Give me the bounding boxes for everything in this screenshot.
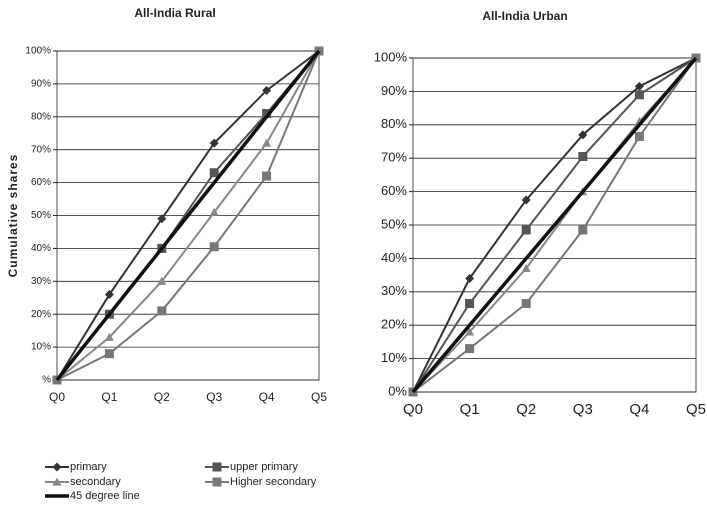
marker bbox=[578, 225, 588, 235]
y-tick-label: 30% bbox=[31, 276, 51, 287]
marker bbox=[521, 298, 531, 308]
x-tick-label: Q1 bbox=[101, 390, 117, 404]
legend-label: primary bbox=[70, 461, 107, 473]
y-tick-label: 50% bbox=[31, 210, 51, 221]
plot-border bbox=[56, 50, 320, 381]
x-tick-label: Q2 bbox=[154, 390, 170, 404]
marker bbox=[262, 138, 272, 147]
series-line bbox=[412, 57, 697, 393]
y-tick-label: % bbox=[42, 375, 51, 386]
x-tick-label: Q4 bbox=[259, 390, 275, 404]
y-axis-label: Cumulative shares bbox=[6, 154, 20, 278]
marker bbox=[521, 263, 531, 273]
y-tick-label: 60% bbox=[381, 183, 407, 198]
marker bbox=[578, 152, 588, 162]
chart-title: All-India Urban bbox=[482, 9, 567, 23]
marker bbox=[465, 327, 475, 336]
y-tick-label: 10% bbox=[381, 350, 407, 365]
x-tick-label: Q3 bbox=[206, 390, 222, 404]
legend-marker bbox=[212, 462, 222, 472]
x-tick-label: Q3 bbox=[573, 401, 593, 418]
marker bbox=[209, 207, 219, 216]
marker bbox=[634, 81, 644, 91]
marker bbox=[104, 349, 114, 359]
series-line bbox=[412, 57, 697, 393]
y-tick-label: 100% bbox=[374, 49, 408, 64]
y-tick-label: 50% bbox=[381, 216, 407, 231]
marker bbox=[209, 138, 219, 148]
x-tick-label: Q1 bbox=[460, 401, 480, 418]
y-tick-label: 90% bbox=[381, 83, 407, 98]
series-line bbox=[412, 57, 697, 393]
y-tick-label: 60% bbox=[31, 177, 51, 188]
x-tick-label: Q2 bbox=[516, 401, 536, 418]
marker bbox=[521, 195, 531, 205]
series-line bbox=[412, 57, 697, 393]
y-tick-label: 70% bbox=[31, 144, 51, 155]
marker bbox=[157, 306, 167, 316]
marker bbox=[634, 90, 644, 100]
marker bbox=[209, 168, 219, 178]
marker bbox=[262, 171, 272, 181]
marker bbox=[465, 298, 475, 308]
plot-border bbox=[412, 57, 697, 393]
marker bbox=[465, 273, 475, 283]
marker bbox=[157, 276, 167, 285]
marker bbox=[157, 214, 167, 224]
legend-label: upper primary bbox=[230, 461, 298, 473]
y-tick-label: 20% bbox=[381, 317, 407, 332]
marker bbox=[521, 225, 531, 235]
chart-title: All-India Rural bbox=[134, 6, 215, 20]
legend-label: Higher secondary bbox=[230, 476, 317, 488]
y-tick-label: 90% bbox=[31, 79, 51, 90]
series-line bbox=[55, 49, 321, 382]
series-line bbox=[56, 50, 320, 381]
x-tick-label: Q5 bbox=[686, 401, 706, 418]
marker bbox=[262, 109, 272, 119]
y-tick-label: 40% bbox=[31, 243, 51, 254]
y-tick-label: 0% bbox=[388, 383, 407, 398]
legend-label: secondary bbox=[70, 476, 121, 488]
y-tick-label: 20% bbox=[31, 309, 51, 320]
marker bbox=[104, 332, 114, 341]
x-tick-label: Q5 bbox=[311, 390, 327, 404]
y-tick-label: 80% bbox=[381, 116, 407, 131]
x-tick-label: Q4 bbox=[629, 401, 649, 418]
y-tick-label: 70% bbox=[381, 150, 407, 165]
x-tick-label: Q0 bbox=[49, 390, 65, 404]
marker bbox=[578, 130, 588, 140]
x-tick-label: Q0 bbox=[403, 401, 423, 418]
y-tick-label: 30% bbox=[381, 283, 407, 298]
y-tick-label: 80% bbox=[31, 111, 51, 122]
y-tick-label: 10% bbox=[31, 342, 51, 353]
legend-marker bbox=[52, 477, 62, 486]
marker bbox=[262, 85, 272, 95]
series-line bbox=[56, 50, 320, 381]
marker bbox=[104, 289, 114, 299]
legend-label: 45 degree line bbox=[70, 490, 140, 502]
series-line bbox=[411, 56, 698, 394]
y-tick-label: 100% bbox=[25, 46, 51, 57]
legend-marker bbox=[212, 477, 222, 487]
legend-marker bbox=[52, 462, 62, 472]
marker bbox=[465, 344, 475, 354]
series-line bbox=[56, 50, 320, 381]
marker bbox=[634, 131, 644, 141]
marker bbox=[209, 242, 219, 252]
y-tick-label: 40% bbox=[381, 250, 407, 265]
